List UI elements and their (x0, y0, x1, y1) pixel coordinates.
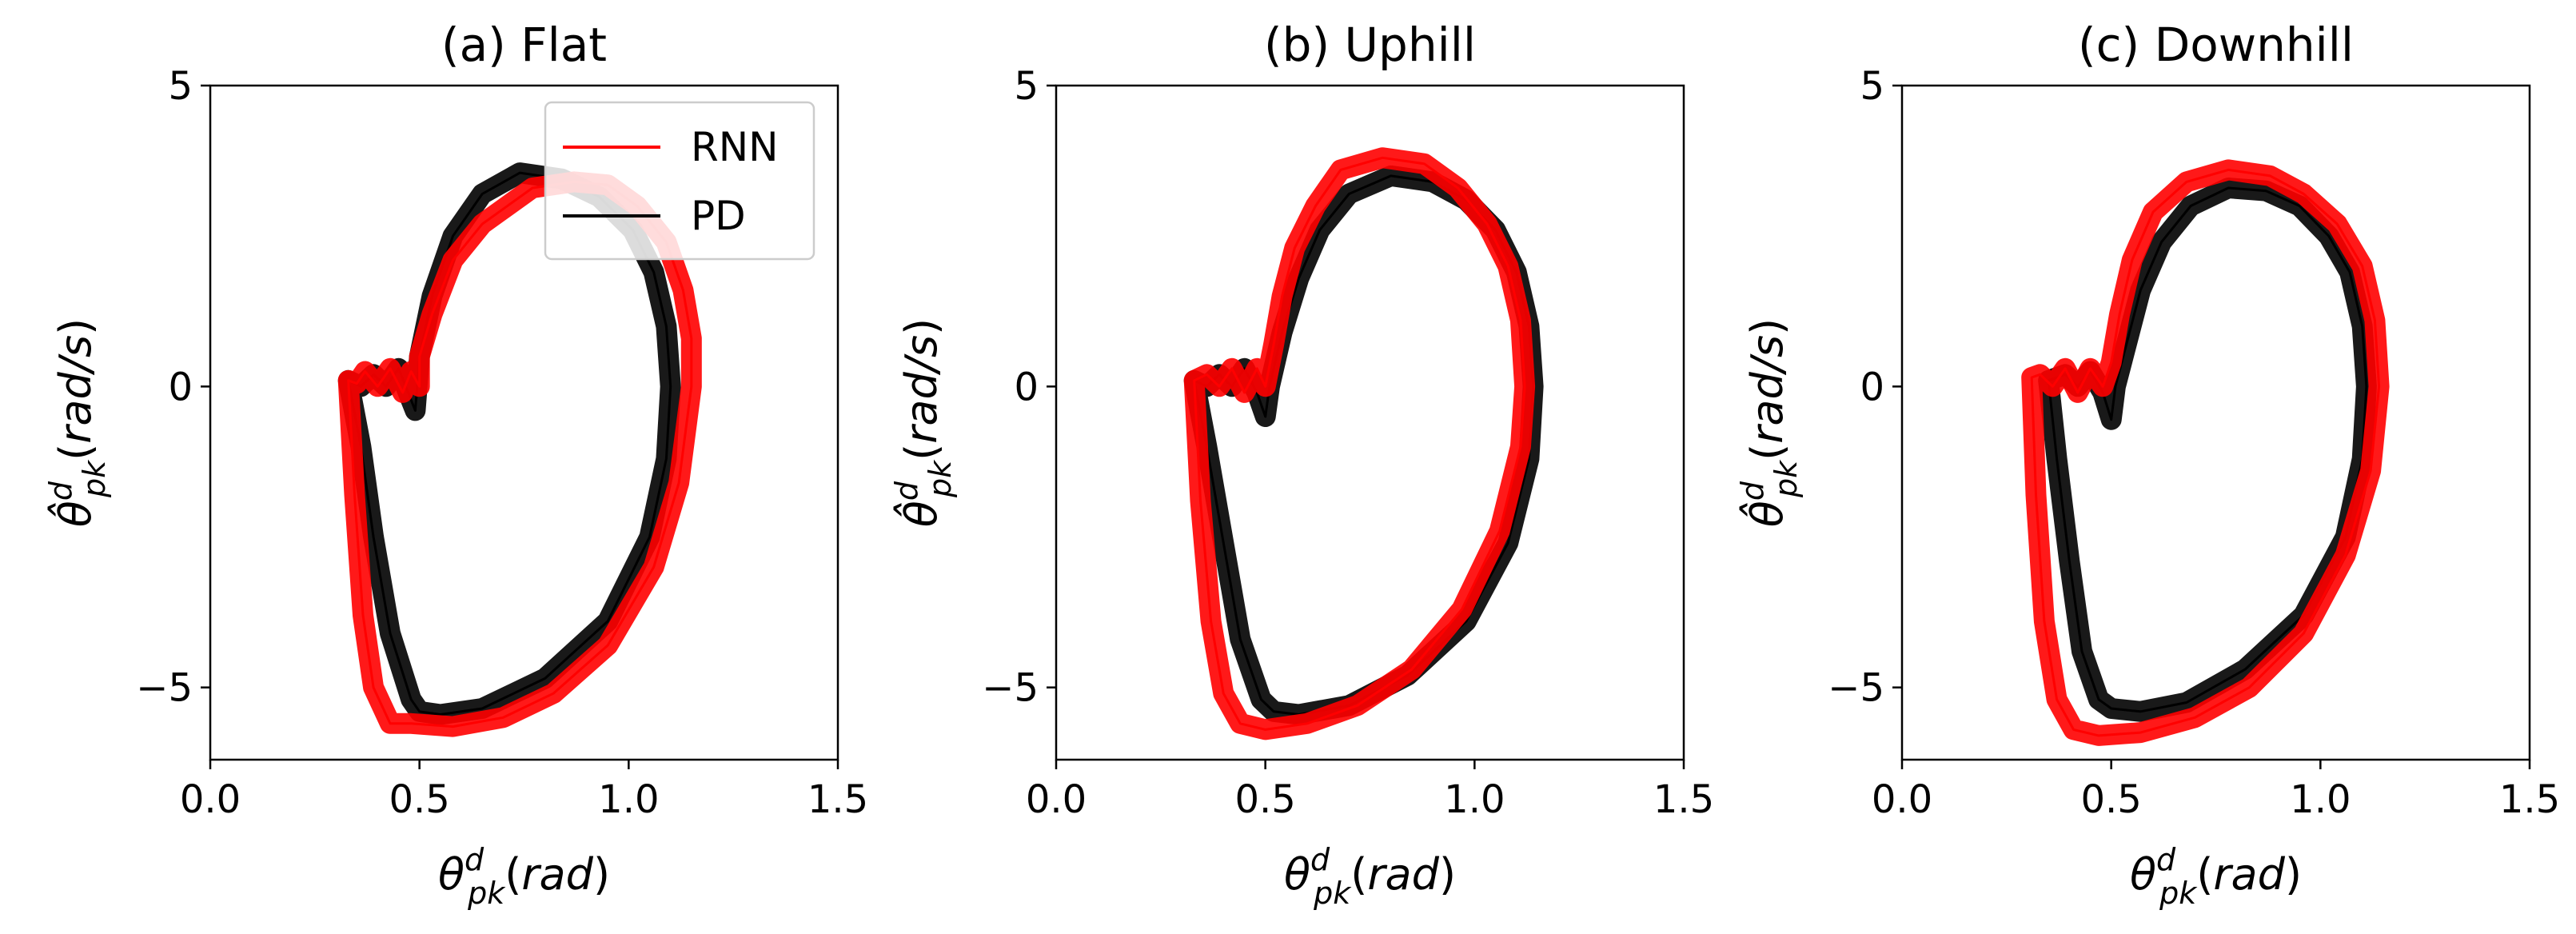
series-line-pd (2047, 186, 2368, 713)
series-band-pd (2038, 178, 2377, 722)
chart-title: (b) Uphill (1264, 18, 1476, 72)
y-axis-label-paren-open: ( (50, 444, 101, 461)
y-axis-label-superscript: d (1735, 481, 1770, 501)
x-tick-label: 0.0 (1026, 777, 1087, 822)
x-tick-label: 0.5 (1234, 777, 1295, 822)
legend-label-rnn: RNN (691, 124, 779, 170)
y-axis-label-unit-text: rad/s (896, 335, 947, 444)
x-tick-label: 1.0 (598, 777, 659, 822)
chart-title: (a) Flat (441, 18, 607, 72)
series-line-rnn (2030, 168, 2381, 737)
y-axis-label-unit-text: rad/s (1742, 335, 1792, 444)
x-axis-label-symbol: θ (2130, 849, 2156, 900)
x-axis-label-paren-open: ( (504, 849, 521, 900)
y-tick-label: 5 (168, 64, 193, 109)
x-axis-label-paren-close: ) (1439, 849, 1456, 900)
x-axis-label-unit-text: rad (2213, 849, 2285, 900)
axes-frame (1055, 84, 1685, 761)
y-axis-label-unit-text: rad/s (50, 335, 101, 444)
series-group (2021, 159, 2390, 746)
x-tick-label: 1.0 (1444, 777, 1505, 822)
y-tick-label: −5 (136, 666, 193, 711)
y-axis-label-paren-close: ) (896, 318, 947, 335)
x-axis-label-unit: (rad) (1350, 849, 1456, 900)
x-axis-label-paren-open: ( (2196, 849, 2213, 900)
series-line-rnn (1193, 156, 1526, 731)
y-axis-label-paren-open: ( (896, 444, 947, 461)
y-axis-label-symbol: θ̂ (894, 501, 947, 527)
x-axis-label-subscript: pk (1313, 876, 1352, 911)
x-tick-label: 1.5 (807, 777, 868, 822)
y-axis-label-symbol: θ̂ (1740, 501, 1792, 527)
x-tick-label: 0.0 (180, 777, 241, 822)
y-axis-label-unit: (rad/s) (1742, 318, 1792, 461)
legend: RNN PD (544, 101, 815, 261)
x-axis-label-subscript: pk (467, 876, 506, 911)
x-axis-label-unit: (rad) (2196, 849, 2302, 900)
x-axis-label-paren-open: ( (1350, 849, 1367, 900)
x-tick-label: 0.5 (389, 777, 449, 822)
x-tick-label: 0.0 (1872, 777, 1932, 822)
x-axis-label-symbol: θ (438, 849, 465, 900)
y-tick-label: −5 (1828, 666, 1884, 711)
y-tick-label: −5 (982, 666, 1039, 711)
series-group (1183, 147, 1544, 740)
x-axis-label-symbol: θ (1284, 849, 1310, 900)
y-axis-label-superscript: d (889, 481, 924, 501)
x-tick-label: 1.5 (1653, 777, 1714, 822)
x-axis-label: θd pk(rad) (2130, 842, 2302, 911)
legend-label-pd: PD (691, 193, 746, 239)
y-axis-label-unit: (rad/s) (50, 318, 101, 461)
series-band-pd (1183, 165, 1544, 725)
y-tick-label: 0 (1014, 365, 1039, 409)
x-axis-label-superscript: d (465, 842, 484, 877)
chart-title: (c) Downhill (2078, 18, 2354, 72)
x-tick-label: 1.0 (2290, 777, 2351, 822)
axes-frame (209, 84, 839, 761)
y-axis-label-subscript: pk (77, 459, 112, 498)
y-axis-label-superscript: d (43, 481, 78, 501)
x-tick-label: 0.5 (2080, 777, 2141, 822)
y-axis-label-symbol: θ̂ (48, 501, 101, 527)
x-axis-label-subscript: pk (2159, 876, 2198, 911)
x-axis-label-unit: (rad) (504, 849, 610, 900)
y-axis-label: θ̂dpk(rad/s) (889, 318, 958, 527)
y-tick-label: 5 (1014, 64, 1039, 109)
y-axis-label-subscript: pk (923, 459, 958, 498)
x-axis-label-paren-close: ) (2285, 849, 2302, 900)
x-tick-label: 1.5 (2499, 777, 2560, 822)
x-axis-label: θd pk(rad) (1284, 842, 1456, 911)
y-axis-label-paren-close: ) (1742, 318, 1792, 335)
y-axis-label-subscript: pk (1769, 459, 1804, 498)
y-axis-label-paren-close: ) (50, 318, 101, 335)
y-axis-label-unit: (rad/s) (896, 318, 947, 461)
x-axis-label-superscript: d (2156, 842, 2176, 877)
y-axis-label-paren-open: ( (1742, 444, 1792, 461)
legend-box (544, 101, 815, 261)
axes-frame (1900, 84, 2531, 761)
y-axis-label: θ̂dpk(rad/s) (43, 318, 112, 527)
x-axis-label-paren-close: ) (593, 849, 610, 900)
x-axis-label-unit-text: rad (1367, 849, 1439, 900)
y-tick-label: 0 (168, 365, 193, 409)
y-tick-label: 5 (1860, 64, 1884, 109)
x-axis-label-unit-text: rad (521, 849, 593, 900)
y-axis-label: θ̂dpk(rad/s) (1735, 318, 1804, 527)
x-axis-label-superscript: d (1310, 842, 1330, 877)
y-tick-label: 0 (1860, 365, 1884, 409)
x-axis-label: θd pk(rad) (438, 842, 610, 911)
